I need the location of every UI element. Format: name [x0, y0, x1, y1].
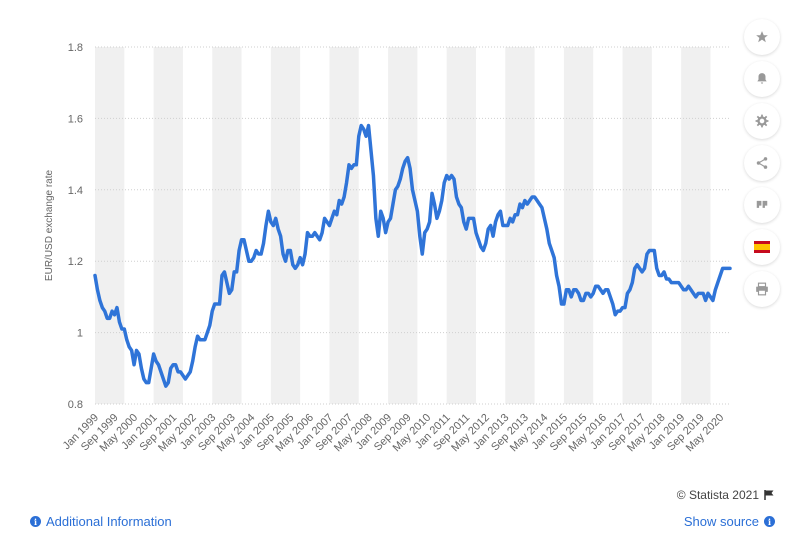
settings-button[interactable] — [744, 103, 780, 139]
statista-credit[interactable]: © Statista 2021 — [677, 488, 775, 502]
year-band — [95, 47, 125, 404]
year-band — [329, 47, 359, 404]
y-tick-label: 1 — [77, 328, 83, 340]
toolbar — [744, 19, 782, 313]
gear-icon — [755, 114, 769, 128]
info-icon: i — [30, 516, 41, 527]
language-button[interactable] — [744, 229, 780, 265]
cite-button[interactable] — [744, 187, 780, 223]
flag-icon — [764, 490, 774, 500]
star-icon — [756, 31, 768, 43]
quote-icon — [756, 200, 768, 208]
year-band — [681, 47, 711, 404]
share-button[interactable] — [744, 145, 780, 181]
y-tick-label: 0.8 — [68, 399, 83, 411]
y-tick-label: 1.4 — [68, 185, 83, 197]
show-source-label: Show source — [683, 514, 759, 529]
additional-info-label: Additional Information — [46, 514, 172, 529]
year-band — [153, 47, 183, 404]
credit-text: © Statista 2021 — [676, 488, 759, 502]
bell-icon — [757, 73, 767, 84]
year-band — [622, 47, 652, 404]
year-band — [388, 47, 418, 404]
year-band — [563, 47, 594, 404]
spain-flag-icon — [754, 241, 770, 253]
y-tick-label: 1.2 — [68, 256, 83, 268]
print-button[interactable] — [744, 271, 780, 307]
year-band — [212, 47, 242, 404]
footer: © Statista 2021 i Additional Information… — [0, 488, 800, 557]
year-band — [446, 47, 476, 404]
bookmark-button[interactable] — [744, 19, 780, 55]
notification-button[interactable] — [744, 61, 780, 97]
y-axis-title: EUR/USD exchange rate — [44, 169, 55, 281]
y-tick-label: 1.6 — [68, 113, 83, 125]
share-icon — [756, 157, 768, 169]
year-band — [505, 47, 535, 404]
info-icon: i — [764, 516, 775, 527]
additional-info-link[interactable]: i Additional Information — [30, 514, 172, 529]
show-source-link[interactable]: Show source i — [684, 514, 775, 529]
year-band — [270, 47, 301, 404]
series-line — [93, 123, 732, 388]
y-tick-label: 1.8 — [68, 42, 83, 54]
print-icon — [756, 282, 768, 296]
